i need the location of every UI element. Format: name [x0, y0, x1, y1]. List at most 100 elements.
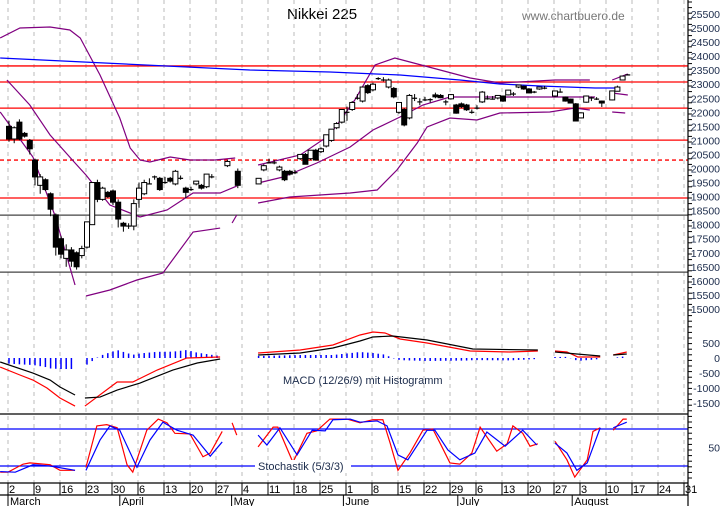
- candle-bullish: [89, 182, 96, 226]
- bollinger-upper-line: [0, 26, 236, 163]
- candle-bullish: [172, 170, 179, 185]
- candle-bullish: [370, 83, 376, 91]
- signal-line: [258, 335, 538, 356]
- candle-bullish: [448, 94, 454, 100]
- macd-line: [258, 331, 538, 354]
- signal-line: [613, 353, 627, 356]
- candle-bearish: [401, 108, 408, 126]
- candle-bearish: [120, 222, 127, 227]
- candle-bearish: [286, 170, 293, 175]
- price-tick-label: 25500: [691, 9, 720, 21]
- stoch-d-line: [613, 421, 627, 429]
- candle-bullish: [318, 148, 324, 153]
- stochastic-label: Stochastik (5/3/3): [258, 461, 344, 473]
- date-tick-label: 17: [633, 484, 645, 496]
- candle-bearish: [458, 103, 465, 108]
- stoch-label-bg: [255, 460, 351, 473]
- brand-watermark: www.chartbuero.de: [522, 9, 625, 23]
- candle-bullish: [583, 95, 590, 103]
- candle-bearish: [234, 170, 241, 186]
- candle-bullish: [609, 90, 616, 101]
- candle-bullish: [37, 176, 44, 186]
- bollinger-lower-line: [231, 214, 238, 224]
- date-tick-label: 27: [217, 484, 229, 496]
- candle-bearish: [453, 104, 460, 114]
- date-tick-label: 9: [35, 484, 41, 496]
- candle-bearish: [437, 94, 444, 99]
- candle-bullish: [614, 86, 621, 92]
- candle-bearish: [198, 184, 205, 189]
- date-tick-label: 18: [295, 484, 307, 496]
- bollinger-lower-line: [257, 107, 590, 204]
- bollinger-lower-line: [85, 227, 221, 297]
- macd-tick-label: 0: [714, 353, 720, 365]
- price-tick-label: 16500: [691, 262, 720, 274]
- price-tick-label: 23500: [691, 65, 720, 77]
- candle-bullish: [130, 203, 137, 227]
- candle-bearish: [110, 190, 116, 203]
- price-tick-label: 20500: [691, 149, 720, 161]
- stoch-k-line: [231, 422, 238, 436]
- candle-bearish: [598, 100, 605, 104]
- candle-bearish: [562, 96, 569, 102]
- candle-bullish: [11, 127, 18, 140]
- stochastic-panel: [0, 418, 688, 479]
- moving-average-line: [0, 57, 620, 89]
- month-label: May: [234, 496, 255, 506]
- date-tick-label: 22: [425, 484, 437, 496]
- candle-bullish: [333, 123, 340, 129]
- candle-bearish: [364, 85, 371, 94]
- stoch-tick-label: 50: [708, 442, 720, 454]
- candle-bullish: [224, 160, 231, 167]
- candle-bearish: [52, 214, 59, 248]
- candle-bearish: [281, 170, 288, 181]
- date-tick-label: 13: [165, 484, 177, 496]
- month-label: March: [10, 496, 41, 506]
- month-label: April: [122, 496, 144, 506]
- macd-line: [554, 350, 601, 358]
- candle-bearish: [302, 153, 309, 165]
- candle-bullish: [349, 101, 356, 110]
- candle-bullish: [359, 86, 366, 102]
- candle-bullish: [323, 134, 330, 147]
- candle-bearish: [182, 187, 189, 193]
- date-tick-label: 24: [659, 484, 671, 496]
- candle-bearish: [156, 177, 163, 191]
- candle-bullish: [619, 75, 626, 81]
- candle-bearish: [42, 179, 49, 191]
- date-tick-label: 2: [9, 484, 15, 496]
- candle-bearish: [432, 94, 439, 98]
- signal-line: [554, 351, 601, 357]
- candle-bullish: [505, 89, 512, 96]
- date-tick-label: 6: [139, 484, 145, 496]
- date-tick-label: 23: [87, 484, 99, 496]
- candle-bearish: [390, 87, 397, 98]
- candle-bullish: [385, 79, 392, 88]
- price-tick-label: 21000: [691, 135, 720, 147]
- date-tick-label: 3: [581, 484, 587, 496]
- candle-bullish: [578, 112, 584, 119]
- date-tick-label: 4: [243, 484, 249, 496]
- macd-line: [0, 366, 76, 407]
- macd-tick-label: 500: [702, 338, 720, 350]
- macd-line: [84, 356, 221, 407]
- price-tick-label: 22500: [691, 93, 720, 105]
- price-tick-label: 18500: [691, 206, 720, 218]
- candle-bullish: [479, 91, 486, 103]
- signal-line: [84, 358, 221, 399]
- candle-bullish: [193, 180, 200, 185]
- month-label: June: [345, 496, 369, 506]
- price-tick-label: 25000: [691, 23, 720, 35]
- candle-bearish: [73, 252, 80, 268]
- macd-tick-label: -1000: [693, 383, 720, 395]
- candle-bullish: [141, 182, 148, 195]
- candle-bullish: [63, 249, 70, 259]
- price-tick-label: 21500: [691, 121, 720, 133]
- chart-title: Nikkei 225: [287, 6, 358, 23]
- candle-bearish: [526, 88, 532, 94]
- price-tick-label: 15500: [691, 290, 720, 302]
- stoch-d-line: [85, 421, 223, 471]
- price-tick-label: 19000: [691, 192, 720, 204]
